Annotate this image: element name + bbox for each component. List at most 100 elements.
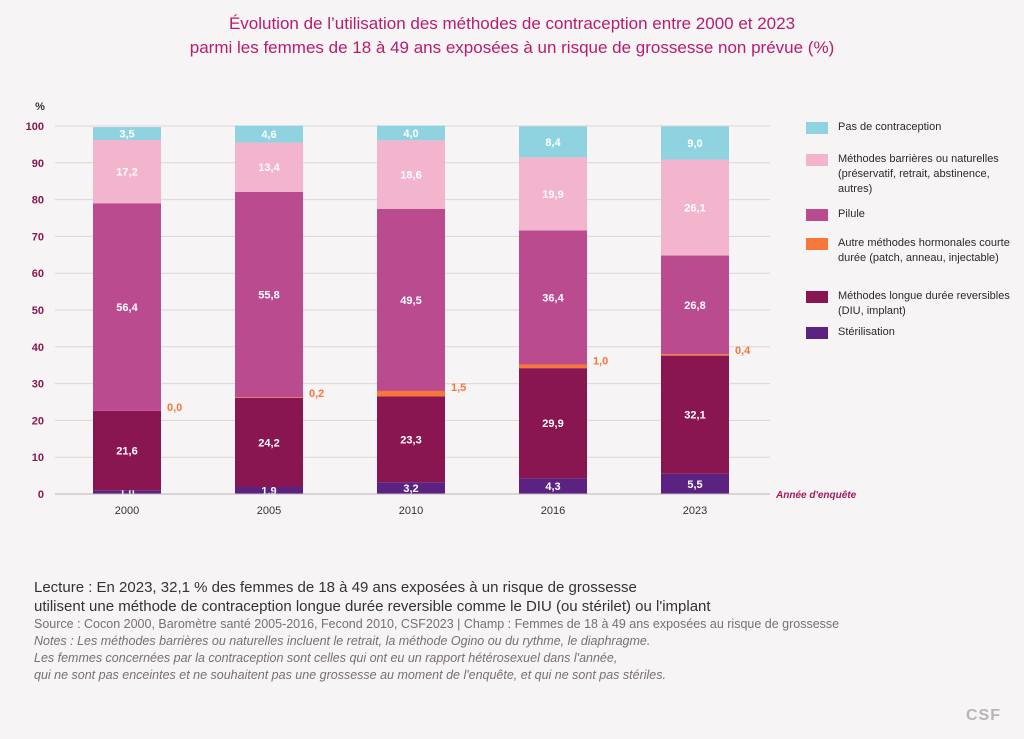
bar-segment (661, 355, 729, 474)
legend-swatch (806, 291, 828, 303)
bar-segment (661, 126, 729, 160)
y-tick-label: 80 (32, 195, 44, 207)
legend-swatch (806, 122, 828, 134)
y-tick-label: 30 (32, 379, 44, 391)
csf-logo: CSF (966, 707, 1001, 724)
chart-title-line2: parmi les femmes de 18 à 49 ans exposées… (189, 38, 835, 57)
y-tick-label: 100 (26, 121, 44, 133)
data-label: 13,4 (258, 162, 280, 174)
y-tick-label: 70 (32, 231, 44, 243)
x-axis-label: Année d'enquête (775, 490, 857, 501)
chart-footer: Lecture : En 2023, 32,1 % des femmes de … (34, 578, 964, 684)
data-label: 0,0 (167, 402, 182, 414)
legend-label: Pilule (838, 208, 865, 220)
data-label: 9,0 (687, 138, 702, 150)
data-label: 3,2 (403, 483, 418, 495)
legend-label: Stérilisation (838, 326, 895, 338)
data-label: 0,4 (735, 345, 751, 357)
bar-segment (235, 487, 303, 494)
lecture-line: utilisent une méthode de contraception l… (34, 598, 711, 615)
bar-segment (661, 255, 729, 355)
bar-segment (377, 140, 445, 209)
y-tick-label: 0 (38, 489, 44, 501)
bar-segment (377, 482, 445, 494)
x-tick-label: 2000 (115, 505, 139, 517)
bar-segment (235, 191, 303, 398)
note-line: qui ne sont pas enceintes et ne souhaite… (34, 668, 666, 682)
data-label: 26,1 (684, 203, 705, 215)
bar-segment (377, 208, 445, 391)
bar-segment (93, 490, 161, 494)
bar-segment (93, 410, 161, 491)
data-label: 3,5 (119, 129, 134, 141)
bar-segment (93, 127, 161, 140)
y-axis-label: % (35, 101, 45, 113)
bar-segment (519, 126, 587, 158)
bar-segment (93, 203, 161, 411)
note-line: Les femmes concernées par la contracepti… (34, 651, 618, 665)
data-label: 18,6 (400, 170, 421, 182)
x-tick-label: 2016 (541, 505, 565, 517)
data-label: 4,3 (545, 481, 560, 493)
bar-segment (661, 354, 729, 356)
y-tick-label: 60 (32, 268, 44, 280)
legend-swatch (806, 327, 828, 339)
data-label: 29,9 (542, 418, 563, 430)
bar-segment (661, 473, 729, 494)
data-label: 4,6 (261, 129, 276, 141)
data-label: 36,4 (542, 292, 564, 304)
data-label: 1,5 (451, 382, 466, 394)
bar-segment (235, 397, 303, 398)
data-label: 8,4 (545, 137, 561, 149)
bar-segment (235, 397, 303, 488)
x-tick-label: 2010 (399, 505, 423, 517)
bar-segment (377, 390, 445, 397)
stacked-bar-chart: 0 10 20 30 40 50 60 70 80 90 100% 1,0 21,6 0,0 56,4 17,… (26, 101, 857, 517)
bar-segment (519, 368, 587, 479)
y-tick-label: 20 (32, 415, 44, 427)
y-tick-label: 90 (32, 158, 44, 170)
legend-label: Autre méthodes hormonales courte durée (… (838, 237, 1010, 264)
data-label: 4,0 (403, 128, 418, 140)
bar-segment (661, 159, 729, 256)
y-tick-label: 10 (32, 452, 44, 464)
bar-segment (93, 139, 161, 204)
note-line: Notes : Les méthodes barrières ou nature… (34, 634, 651, 648)
data-label: 1,9 (261, 486, 276, 498)
data-label: 17,2 (116, 167, 137, 179)
x-tick-label: 2023 (683, 505, 707, 517)
legend-label: Méthodes longue durée reversibles (DIU, … (838, 290, 1010, 317)
bar-segment (377, 396, 445, 483)
data-label: 0,2 (309, 388, 324, 400)
bar-segment (235, 125, 303, 143)
chart-title: Évolution de l’utilisation des méthodes … (0, 12, 1024, 60)
bar-segment (519, 230, 587, 365)
data-label: 56,4 (116, 302, 138, 314)
y-tick-label: 40 (32, 342, 44, 354)
bar-segment (377, 125, 445, 141)
chart-title-line1: Évolution de l’utilisation des méthodes … (228, 14, 796, 33)
data-label: 23,3 (400, 434, 421, 446)
legend-label: Pas de contraception (838, 121, 942, 133)
data-label: 55,8 (258, 290, 279, 302)
x-tick-label: 2005 (257, 505, 281, 517)
y-tick-label: 50 (32, 305, 44, 317)
legend-swatch (806, 238, 828, 250)
lecture-line: Lecture : En 2023, 32,1 % des femmes de … (34, 579, 637, 596)
bar-segment (519, 478, 587, 494)
data-label: 19,9 (542, 189, 563, 201)
data-label: 49,5 (400, 295, 421, 307)
legend-label: Méthodes barrières ou naturelles (préser… (838, 153, 999, 195)
bar-segment (235, 142, 303, 192)
data-label: 24,2 (258, 437, 279, 449)
bar-segment (519, 157, 587, 231)
legend-swatch (806, 154, 828, 166)
data-label: 5,5 (687, 479, 702, 491)
data-label: 1,0 (593, 355, 608, 367)
source-line: Source : Cocon 2000, Baromètre santé 200… (34, 617, 840, 631)
data-label: 32,1 (684, 410, 705, 422)
data-label: 21,6 (116, 446, 137, 458)
legend-swatch (806, 209, 828, 221)
data-label: 26,8 (684, 300, 705, 312)
bar-segment (519, 364, 587, 369)
